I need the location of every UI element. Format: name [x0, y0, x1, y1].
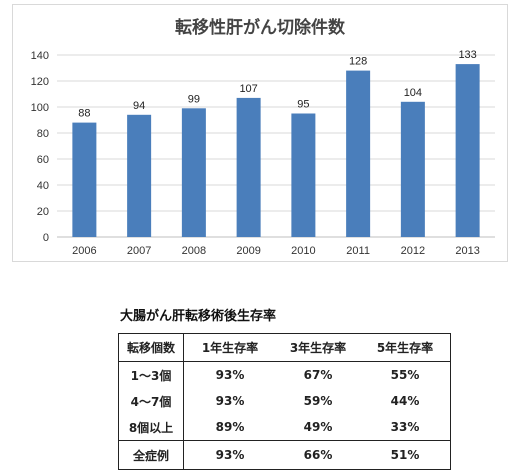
bar [400, 101, 425, 237]
table-cell: 93% [215, 394, 245, 408]
data-label: 94 [133, 100, 145, 112]
data-label: 95 [297, 99, 309, 111]
bar [72, 122, 97, 237]
data-label: 107 [239, 83, 257, 95]
header-cell: 転移個数 [118, 333, 184, 362]
survival-table: 転移個数 1年生存率 3年生存率 5年生存率 1～3個 93% 67% 55% … [118, 333, 451, 470]
y-tick-label: 140 [31, 50, 49, 62]
table-row: 8個以上 89% 49% 33% [118, 414, 451, 441]
table-cell: 55% [390, 368, 420, 382]
bar [455, 64, 480, 237]
bar [236, 97, 261, 238]
x-tick-label: 2008 [182, 245, 206, 257]
table-cell: 93% [215, 368, 245, 382]
table-total-row: 全症例 93% 66% 51% [118, 440, 451, 470]
table-cell: 89% [215, 420, 245, 434]
y-tick-label: 0 [43, 232, 49, 244]
x-tick-label: 2013 [455, 245, 479, 257]
bar [291, 113, 316, 237]
y-tick-label: 60 [37, 154, 49, 166]
table-cell: 44% [390, 394, 420, 408]
y-tick-label: 120 [31, 76, 49, 88]
row-label: 8個以上 [118, 414, 184, 441]
y-tick-label: 100 [31, 102, 49, 114]
data-label: 99 [188, 93, 200, 105]
table-header-row: 転移個数 1年生存率 3年生存率 5年生存率 [118, 333, 451, 362]
table-cell: 59% [303, 394, 333, 408]
table-cell: 51% [360, 440, 451, 470]
y-tick-label: 20 [37, 206, 49, 218]
header-cell: 5年生存率 [360, 333, 451, 362]
header-cell: 1年生存率 [183, 333, 276, 362]
table-title: 大腸がん肝転移術後生存率 [120, 309, 277, 324]
bar [127, 114, 152, 237]
table-row: 1～3個 93% 67% 55% [118, 361, 451, 388]
table-cell: 49% [303, 420, 333, 434]
data-label: 128 [349, 56, 367, 68]
y-tick-label: 80 [37, 128, 49, 140]
bar [181, 108, 206, 237]
row-label: 全症例 [118, 440, 184, 470]
data-label: 104 [404, 87, 422, 99]
x-tick-label: 2006 [72, 245, 96, 257]
x-tick-label: 2009 [236, 245, 260, 257]
x-tick-label: 2012 [401, 245, 425, 257]
data-label: 133 [458, 49, 476, 61]
table-row: 4～7個 93% 59% 44% [118, 388, 451, 414]
x-tick-label: 2007 [127, 245, 151, 257]
table-cell: 66% [276, 440, 360, 470]
bar-chart: 0 20 40 60 80 100 120 140 88 2006 94 2007 99 2008 107 2… [31, 49, 495, 257]
data-label: 88 [78, 108, 90, 120]
header-cell: 3年生存率 [276, 333, 360, 362]
table-cell: 33% [390, 420, 420, 434]
x-tick-label: 2011 [346, 245, 370, 257]
bar [346, 70, 371, 237]
y-tick-label: 40 [37, 180, 49, 192]
chart-title: 転移性肝がん切除件数 [175, 18, 345, 38]
x-tick-label: 2010 [291, 245, 315, 257]
row-label: 4～7個 [118, 388, 184, 414]
chart-container: 転移性肝がん切除件数 0 20 40 60 80 100 120 140 88 2006 94 200… [12, 4, 508, 262]
table-cell: 93% [183, 440, 276, 470]
row-label: 1～3個 [118, 361, 184, 388]
table-cell: 67% [303, 368, 333, 382]
